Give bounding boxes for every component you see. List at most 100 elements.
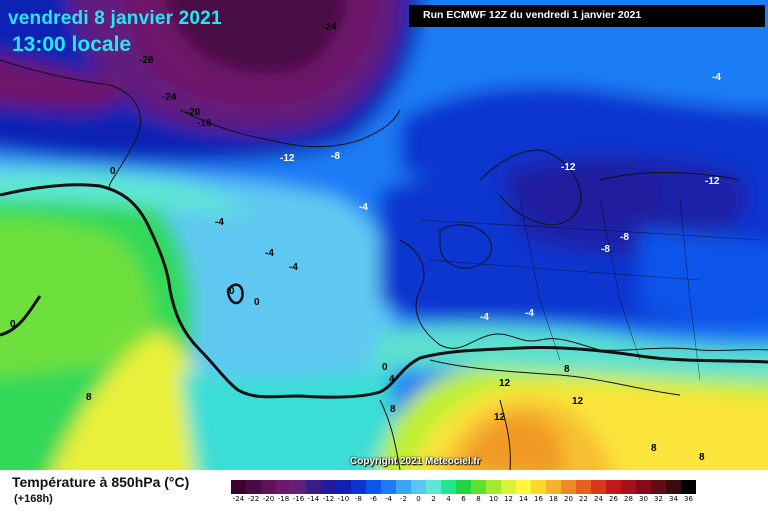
isotherm-label: -4	[359, 202, 368, 213]
isotherm-label: -16	[197, 118, 212, 129]
scale-swatch	[336, 480, 351, 494]
isotherm-label: 12	[499, 378, 511, 389]
isotherm-label: -12	[705, 176, 720, 187]
scale-swatch	[606, 480, 621, 494]
isotherm-label: -8	[620, 232, 629, 243]
scale-swatch	[456, 480, 471, 494]
scale-swatch	[651, 480, 666, 494]
isotherm-label: -20	[186, 107, 201, 118]
scale-tick-label: 32	[654, 495, 663, 503]
isotherm-label: -4	[525, 308, 534, 319]
scale-swatch	[396, 480, 411, 494]
scale-swatch	[366, 480, 381, 494]
scale-swatch	[531, 480, 546, 494]
scale-tick-label: -6	[370, 495, 377, 503]
scale-swatch	[546, 480, 561, 494]
isotherm-label: -28	[139, 55, 154, 66]
isotherm-label: 4	[389, 374, 395, 385]
scale-tick-label: 36	[684, 495, 693, 503]
forecast-date: vendredi 8 janvier 2021	[8, 8, 222, 29]
scale-swatch	[591, 480, 606, 494]
scale-swatch	[246, 480, 261, 494]
isotherm-label: 12	[572, 396, 584, 407]
scale-tick-label: 30	[639, 495, 648, 503]
isotherm-label: -24	[162, 92, 177, 103]
scale-swatch	[231, 480, 246, 494]
lead-time: (+168h)	[14, 493, 53, 505]
scale-swatch	[561, 480, 576, 494]
scale-swatch	[486, 480, 501, 494]
isotherm-label: 8	[390, 404, 396, 415]
isotherm-label: 0	[10, 319, 16, 330]
scale-tick-label: 26	[609, 495, 618, 503]
isotherm-label: 12	[494, 412, 506, 423]
isotherm-label: -4	[265, 248, 274, 259]
isotherm-label: 0	[382, 362, 388, 373]
isotherm-label: -24	[322, 22, 337, 33]
isotherm-label: -8	[331, 151, 340, 162]
scale-swatch	[381, 480, 396, 494]
isotherm-label: 8	[564, 364, 570, 375]
scale-tick-label: -20	[262, 495, 275, 503]
isotherm-label: -12	[280, 153, 295, 164]
isotherm-label: 0	[254, 297, 260, 308]
isotherm-label: -8	[601, 244, 610, 255]
isotherm-label: 8	[699, 452, 705, 463]
scale-swatch	[321, 480, 336, 494]
coastlines	[0, 59, 768, 470]
scale-tick-label: 18	[549, 495, 558, 503]
temperature-field	[0, 0, 768, 470]
isotherm-label: -4	[289, 262, 298, 273]
scale-tick-label: -24	[232, 495, 245, 503]
scale-tick-label: 4	[446, 495, 451, 503]
isotherm-label: 0	[229, 286, 235, 297]
scale-tick-label: 12	[504, 495, 513, 503]
scale-swatch	[666, 480, 681, 494]
scale-tick-label: 24	[594, 495, 603, 503]
borders	[419, 199, 761, 381]
scale-tick-label: 8	[476, 495, 481, 503]
scale-tick-label: -12	[322, 495, 335, 503]
scale-swatch	[411, 480, 426, 494]
scale-tick-label: 0	[416, 495, 421, 503]
isotherm-label: 0	[110, 166, 116, 177]
isotherm-label: 8	[651, 443, 657, 454]
scale-swatch	[441, 480, 456, 494]
isotherm-label: -4	[480, 312, 489, 323]
isotherm-label: -4	[712, 72, 721, 83]
scale-tick-label: 34	[669, 495, 678, 503]
variable-title: Température à 850hPa (°C)	[12, 474, 190, 490]
scale-tick-label: 20	[564, 495, 573, 503]
run-info-box: Run ECMWF 12Z du vendredi 1 janvier 2021	[409, 5, 765, 27]
scale-tick-label: -18	[277, 495, 290, 503]
scale-swatch	[261, 480, 276, 494]
forecast-local-time: 13:00 locale	[12, 33, 132, 56]
scale-swatch	[636, 480, 651, 494]
legend-bar: Température à 850hPa (°C) (+168h) -24 -22…	[0, 470, 768, 512]
scale-swatch	[351, 480, 366, 494]
scale-swatch	[471, 480, 486, 494]
scale-tick-label: -8	[355, 495, 362, 503]
scale-tick-label: 6	[461, 495, 466, 503]
scale-tick-label: 16	[534, 495, 543, 503]
scale-tick-label: 14	[519, 495, 528, 503]
scale-swatch	[426, 480, 441, 494]
isotherm-label: -12	[561, 162, 576, 173]
scale-swatch	[576, 480, 591, 494]
map-canvas	[0, 0, 768, 470]
scale-tick-label: -10	[337, 495, 350, 503]
run-info-text: Run ECMWF 12Z du vendredi 1 janvier 2021	[423, 9, 642, 21]
scale-tick-label: 28	[624, 495, 633, 503]
isotherm-label: -4	[215, 217, 224, 228]
scale-swatch	[291, 480, 306, 494]
scale-swatch	[276, 480, 291, 494]
scale-swatch	[681, 480, 696, 494]
temperature-map: vendredi 8 janvier 2021 13:00 locale Run…	[0, 0, 768, 470]
scale-tick-label: 2	[431, 495, 436, 503]
scale-tick-label: -4	[385, 495, 392, 503]
scale-tick-label: 22	[579, 495, 588, 503]
isotherm-label: 8	[86, 392, 92, 403]
scale-swatch	[501, 480, 516, 494]
scale-tick-label: -16	[292, 495, 305, 503]
scale-tick-label: -22	[247, 495, 260, 503]
